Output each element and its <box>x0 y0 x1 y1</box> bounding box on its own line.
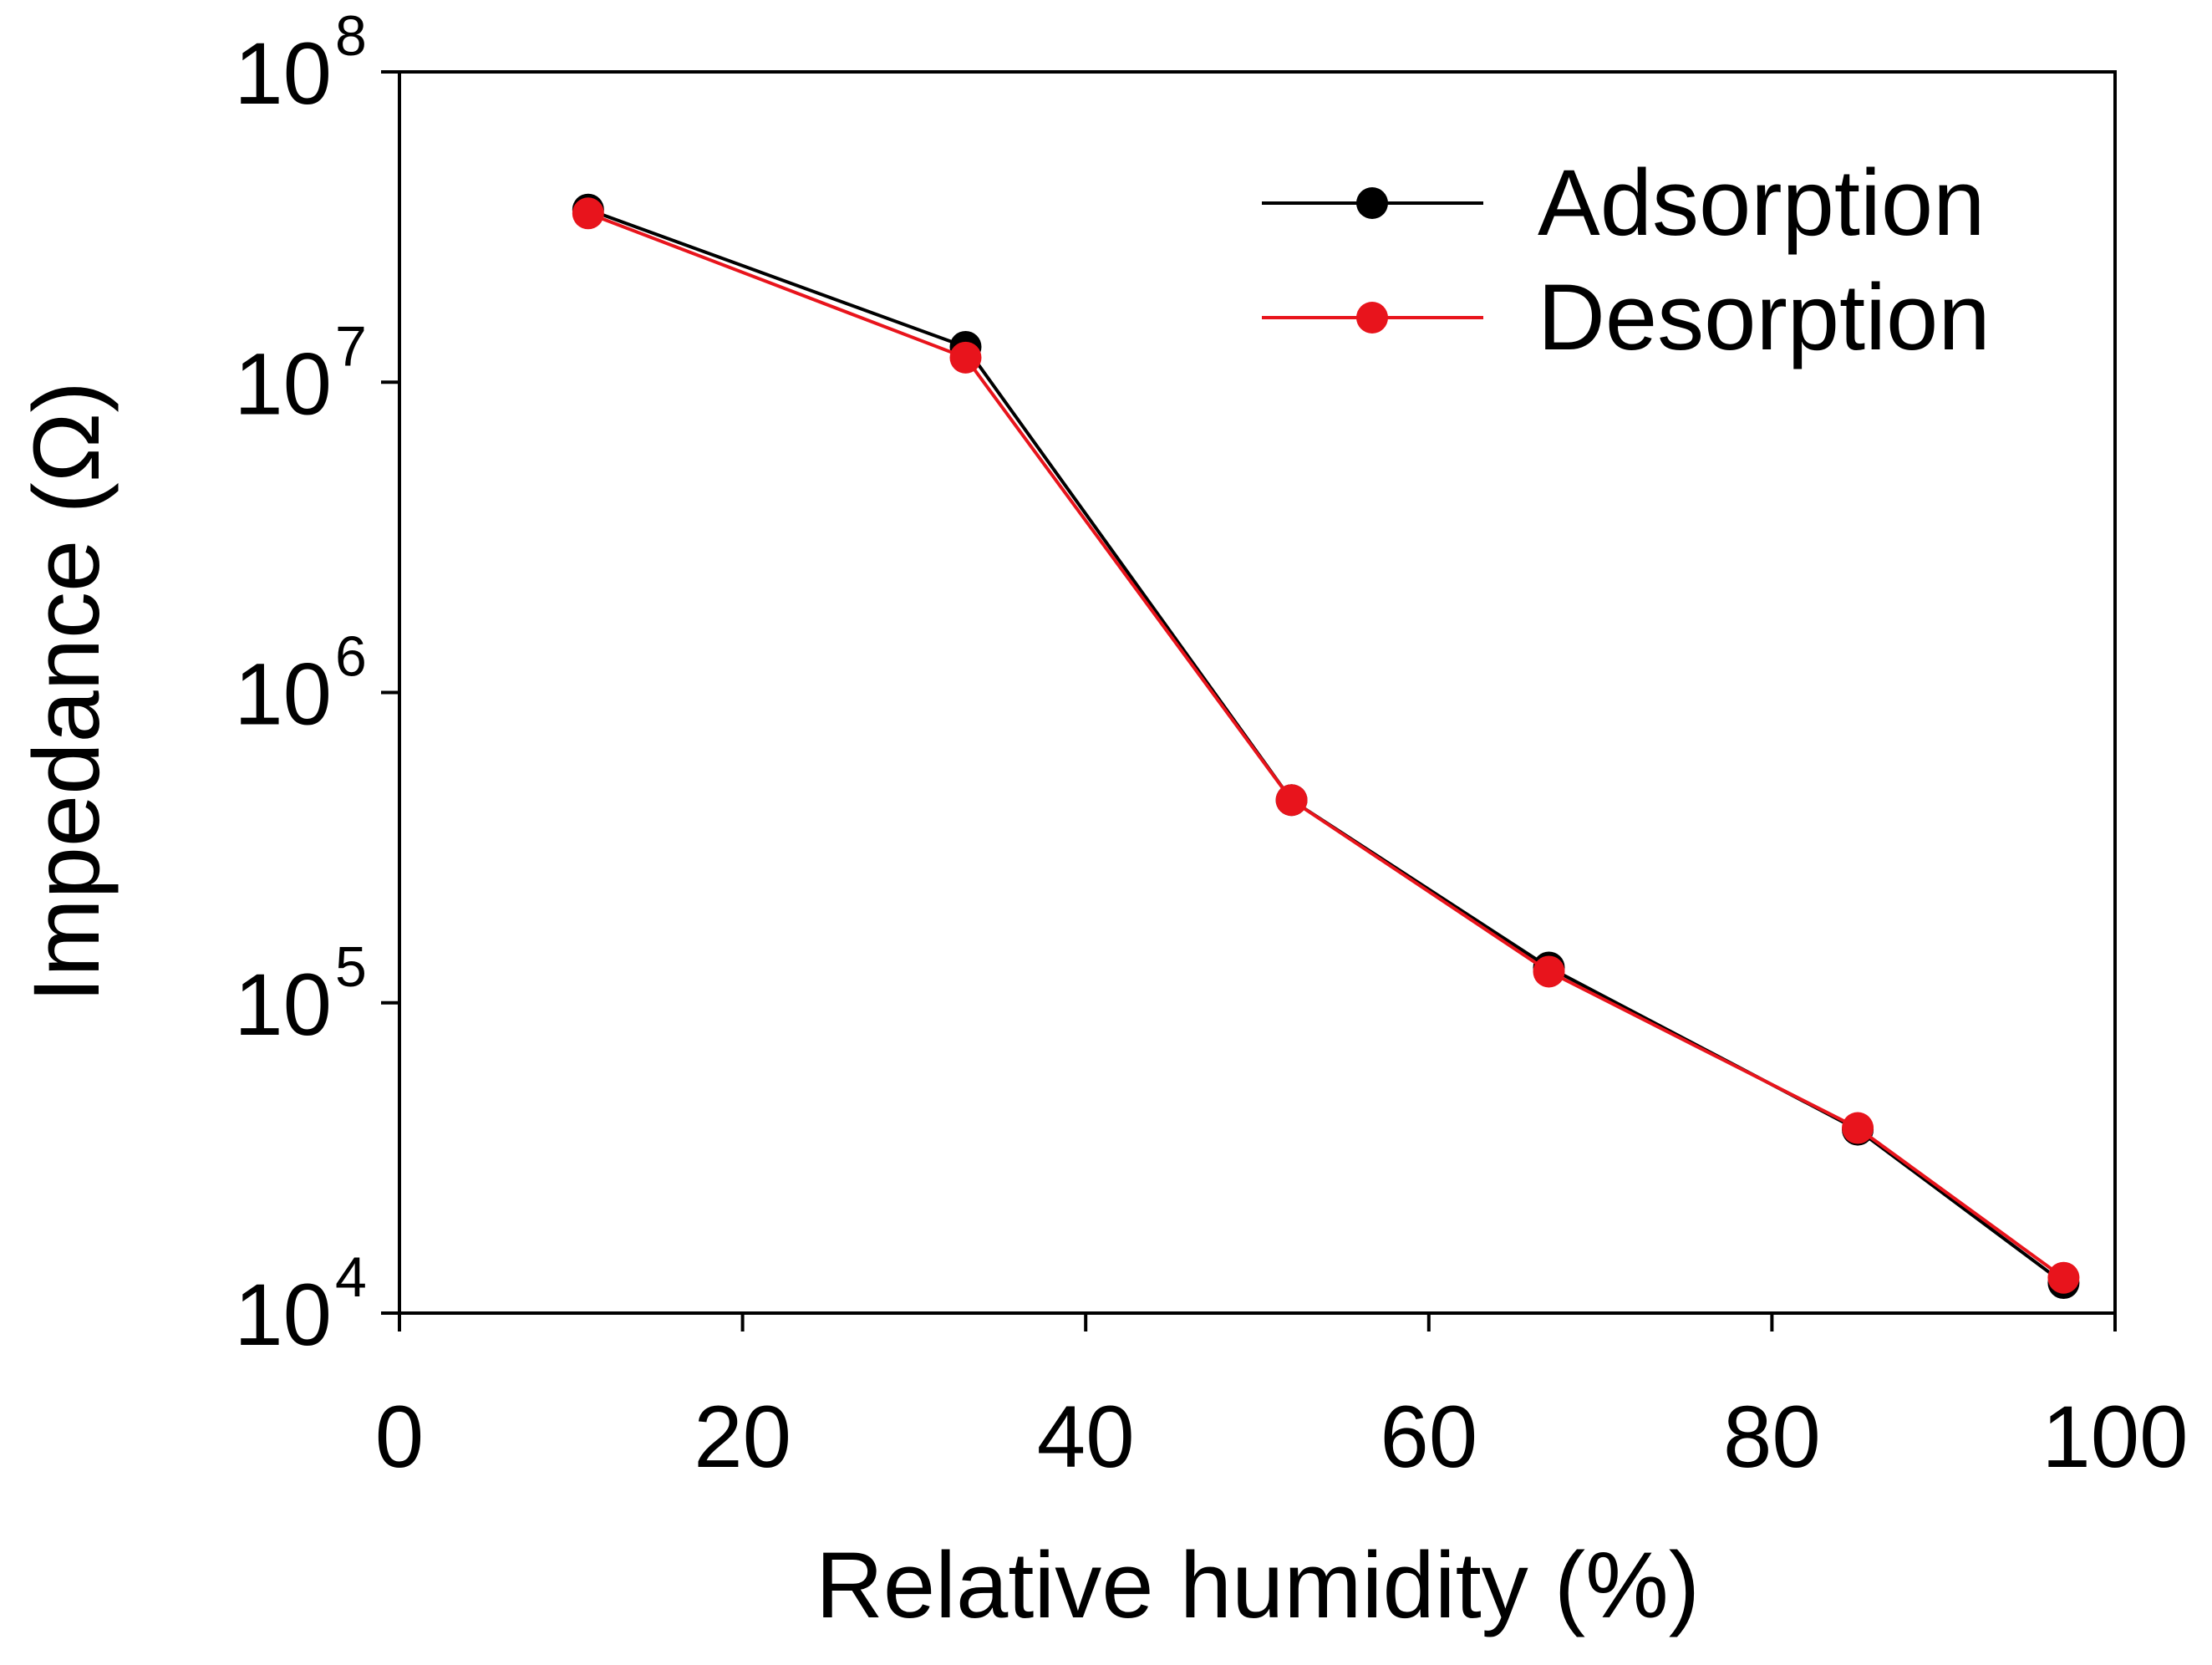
y-tick-label: 10 6 <box>234 625 367 744</box>
data-point-desorption <box>1275 784 1308 817</box>
y-tick-label: 10 8 <box>234 4 367 123</box>
y-tick-base: 10 <box>234 335 332 433</box>
y-tick-exponent: 8 <box>335 4 367 68</box>
legend-label: Desorption <box>1538 265 1991 369</box>
y-axis-title: Impedance (Ω) <box>14 381 119 1003</box>
y-tick-base: 10 <box>234 25 332 123</box>
series-line-adsorption <box>587 207 2065 1285</box>
series-desorption <box>572 197 2080 1294</box>
legend-item-adsorption: Adsorption <box>1262 150 1985 255</box>
data-point-desorption <box>1533 955 1565 988</box>
y-tick-exponent: 7 <box>335 314 367 378</box>
legend-marker <box>1356 187 1388 219</box>
x-axis: 0 20 40 60 80 100 <box>375 1313 2189 1486</box>
y-tick-base: 10 <box>234 646 332 744</box>
x-tick-label: 80 <box>1723 1388 1821 1486</box>
x-tick-label: 100 <box>2042 1388 2188 1486</box>
series-layer <box>572 193 2080 1300</box>
y-tick-exponent: 6 <box>335 625 367 689</box>
y-tick-label: 10 7 <box>234 314 367 433</box>
data-point-desorption <box>2047 1261 2080 1294</box>
y-tick-exponent: 4 <box>335 1245 367 1309</box>
x-axis-title: Relative humidity (%) <box>816 1533 1700 1637</box>
y-tick-base: 10 <box>234 956 332 1054</box>
data-point-desorption <box>949 341 982 374</box>
x-tick-label: 40 <box>1037 1388 1135 1486</box>
x-tick-label: 20 <box>694 1388 791 1486</box>
x-tick-label: 0 <box>375 1388 424 1486</box>
x-tick-label: 60 <box>1380 1388 1477 1486</box>
y-tick-exponent: 5 <box>335 935 367 999</box>
y-tick-label: 10 4 <box>234 1245 367 1364</box>
legend-marker <box>1356 302 1388 334</box>
legend-item-desorption: Desorption <box>1262 265 1991 369</box>
y-tick-label: 10 5 <box>234 935 367 1054</box>
data-point-desorption <box>572 197 604 230</box>
legend-label: Adsorption <box>1538 150 1985 255</box>
data-point-desorption <box>1842 1112 1874 1144</box>
y-tick-base: 10 <box>234 1266 332 1364</box>
series-line-desorption <box>587 211 2065 1280</box>
